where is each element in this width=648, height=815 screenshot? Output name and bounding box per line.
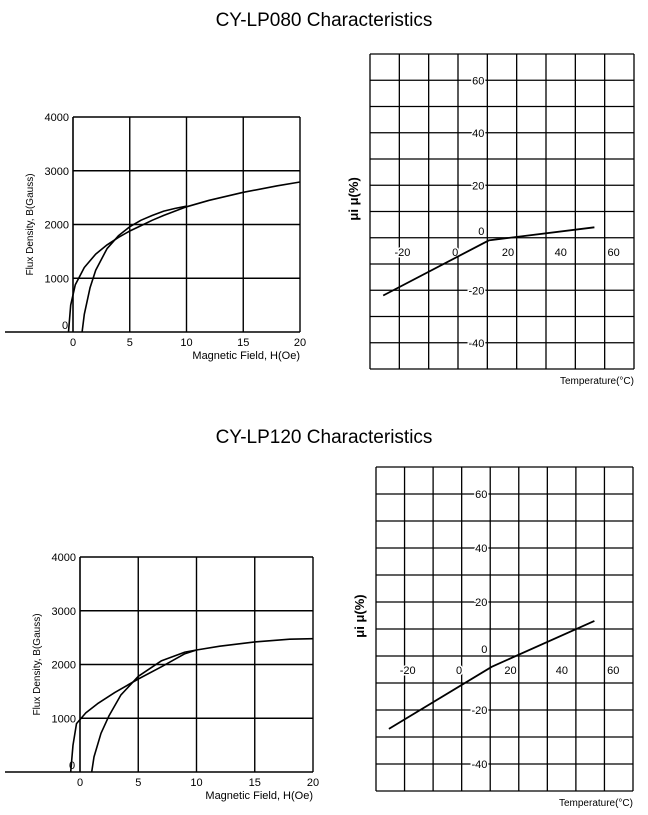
y-tick-label: 20 <box>475 597 487 609</box>
bh-curve-2 <box>81 205 187 333</box>
bh-curve-1 <box>67 181 301 333</box>
temperature-chart-lp120: 60 40 20 0 -20 -40 -20 0 20 40 60 Temperature(°C) μi… <box>352 466 634 809</box>
x-tick-label: 0 <box>452 247 458 259</box>
y-axis-label: μi μ(%) <box>346 177 361 220</box>
temperature-curve-1 <box>388 620 595 730</box>
x-tick-label: 15 <box>249 777 261 789</box>
x-tick-label: 0 <box>77 777 83 789</box>
x-tick-label: 20 <box>502 247 514 259</box>
y-tick-label: 3000 <box>52 606 76 618</box>
y-tick-label: 60 <box>472 75 484 87</box>
y-axis-label: Flux Density, B(Gauss) <box>25 173 36 275</box>
x-axis-label: Temperature(°C) <box>559 798 633 809</box>
x-tick-label: 20 <box>294 337 306 349</box>
x-tick-label: 20 <box>307 777 319 789</box>
x-tick-label: 0 <box>70 337 76 349</box>
x-tick-label: 5 <box>127 337 133 349</box>
x-axis-label: Magnetic Field, H(Oe) <box>192 350 300 362</box>
y-tick-label: 2000 <box>52 660 76 672</box>
x-tick-label: -20 <box>400 665 416 677</box>
y-tick-label: 3000 <box>45 166 69 178</box>
x-tick-label: 10 <box>190 777 202 789</box>
y-tick-label: 1000 <box>45 273 69 285</box>
y-tick-label: 4000 <box>52 552 76 564</box>
y-tick-label: 60 <box>475 489 487 501</box>
bh-curve-2 <box>90 649 197 773</box>
y-tick-label: 40 <box>475 543 487 555</box>
y-tick-label: 4000 <box>45 112 69 124</box>
x-tick-label: -20 <box>394 247 410 259</box>
temperature-chart-lp080: 60 40 20 0 -20 -40 -20 0 20 40 60 Temperature(°C) μi… <box>346 53 635 387</box>
y-axis-label: Flux Density, B(Gauss) <box>32 613 43 715</box>
x-tick-label: 5 <box>135 777 141 789</box>
x-tick-label: 20 <box>504 665 516 677</box>
x-tick-label: 10 <box>180 337 192 349</box>
temperature-curve-1 <box>382 226 595 297</box>
y-axis-label: μi μ(%) <box>352 594 367 637</box>
y-tick-label: 20 <box>472 180 484 192</box>
y-tick-label: 0 <box>478 226 484 238</box>
origin-label: 0 <box>62 320 68 332</box>
bh-curve-1 <box>69 637 314 773</box>
y-tick-label: -20 <box>468 285 484 297</box>
x-tick-label: 60 <box>607 665 619 677</box>
y-tick-label: -40 <box>471 759 487 771</box>
y-tick-label: -20 <box>471 705 487 717</box>
x-tick-label: 40 <box>556 665 568 677</box>
x-tick-label: 15 <box>237 337 249 349</box>
y-tick-label: 40 <box>472 128 484 140</box>
x-axis-label: Temperature(°C) <box>560 376 634 387</box>
x-axis-label: Magnetic Field, H(Oe) <box>205 790 313 802</box>
y-tick-label: 0 <box>481 644 487 656</box>
chart-title-lp120: CY-LP120 Characteristics <box>215 427 433 448</box>
y-tick-label: 1000 <box>52 713 76 725</box>
x-tick-label: 40 <box>555 247 567 259</box>
x-tick-label: 0 <box>456 665 462 677</box>
bh-curve-chart-lp080: 0 5 10 15 20 1000 2000 3000 4000 0 Magnetic Field,… <box>5 112 306 362</box>
y-tick-label: -40 <box>468 338 484 350</box>
x-tick-label: 60 <box>607 247 619 259</box>
y-tick-label: 2000 <box>45 220 69 232</box>
chart-title-lp080: CY-LP080 Characteristics <box>215 10 433 31</box>
